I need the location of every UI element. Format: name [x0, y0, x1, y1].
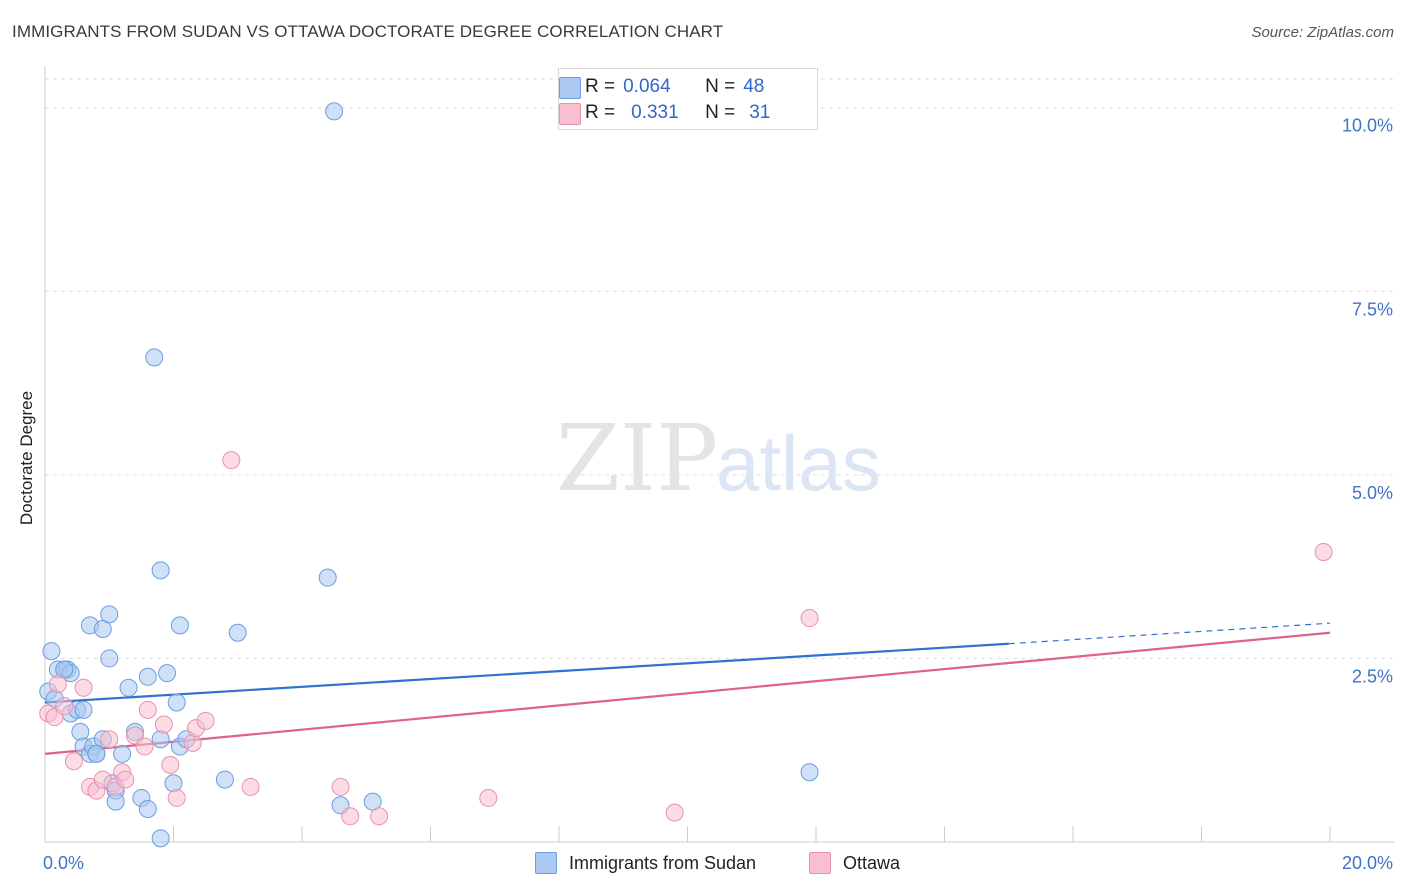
blue-data-point	[167, 693, 186, 712]
pink-data-point	[196, 711, 215, 730]
legend-n-label: N =	[705, 76, 736, 97]
blue-data-point	[158, 664, 177, 683]
axes	[44, 66, 1395, 843]
grid-lines	[45, 78, 1395, 659]
pink-data-point	[161, 755, 180, 774]
blue-data-point	[318, 568, 337, 587]
legend-row-blue: R = 0.064 N = 48	[559, 74, 765, 100]
blue-data-point	[151, 730, 170, 749]
blue-data-point	[119, 678, 138, 697]
pink-data-point	[167, 788, 186, 807]
legend-item-sudan: Immigrants from Sudan	[535, 852, 756, 874]
blue-data-point	[42, 642, 61, 661]
pink-data-point	[48, 675, 67, 694]
pink-data-point	[665, 803, 684, 822]
stats-legend: R = 0.064 N = 48 R = 0.331 N = 31	[558, 68, 818, 130]
blue-data-point	[228, 623, 247, 642]
legend-n-label: N =	[705, 102, 736, 123]
pink-data-point	[331, 777, 350, 796]
pink-data-point	[341, 807, 360, 826]
y-tick-label: 2.5%	[1352, 666, 1393, 686]
legend-label-sudan: Immigrants from Sudan	[569, 852, 757, 873]
pink-data-point	[116, 770, 135, 789]
blue-data-point	[170, 616, 189, 635]
blue-data-point	[74, 700, 93, 719]
pink-data-point	[183, 733, 202, 752]
pink-data-point	[154, 715, 173, 734]
blue-data-point	[71, 722, 90, 741]
blue-data-point	[325, 102, 344, 121]
pink-data-point	[1314, 542, 1333, 561]
x-tick-label: 0.0%	[43, 853, 84, 873]
watermark-atlas: atlas	[716, 419, 881, 507]
blue-data-point	[87, 744, 106, 763]
pink-data-point	[241, 777, 260, 796]
blue-data-point	[151, 561, 170, 580]
pink-data-point	[74, 678, 93, 697]
watermark-zip: ZIP	[556, 405, 718, 512]
blue-data-point	[138, 799, 157, 818]
legend-n-value: 31	[749, 102, 771, 123]
legend-n-value: 48	[743, 76, 765, 97]
blue-data-point	[113, 744, 132, 763]
blue-data-point	[215, 770, 234, 789]
blue-trend-line	[44, 642, 1009, 704]
blue-data-point	[138, 667, 157, 686]
legend-swatch-pink	[559, 103, 581, 125]
legend-r-label: R =	[585, 102, 616, 123]
pink-data-point	[138, 700, 157, 719]
blue-data-point	[151, 829, 170, 848]
trend-lines	[44, 622, 1331, 755]
legend-label-ottawa: Ottawa	[843, 852, 901, 873]
pink-data-point	[64, 752, 83, 771]
pink-data-point	[135, 737, 154, 756]
legend-item-ottawa: Ottawa	[809, 852, 900, 874]
legend-swatch-pink	[809, 852, 831, 874]
pink-data-point	[800, 609, 819, 628]
blue-data-point	[100, 605, 119, 624]
tick-labels: 2.5% 5.0% 7.5% 10.0% 0.0% 20.0%	[43, 116, 1393, 873]
x-tick-label: 20.0%	[1342, 853, 1393, 873]
watermark: ZIP atlas	[556, 405, 881, 512]
y-tick-label: 10.0%	[1342, 116, 1393, 136]
pink-data-point	[370, 807, 389, 826]
blue-data-point	[145, 348, 164, 367]
pink-data-point	[55, 697, 74, 716]
series-legend: Immigrants from Sudan Ottawa	[0, 852, 1406, 880]
blue-data-point	[164, 774, 183, 793]
chart-title: IMMIGRANTS FROM SUDAN VS OTTAWA DOCTORAT…	[12, 22, 724, 41]
pink-trend-line	[44, 631, 1331, 755]
data-points	[39, 102, 1333, 848]
legend-swatch-blue	[535, 852, 557, 874]
pink-data-point	[100, 730, 119, 749]
pink-data-point	[222, 451, 241, 470]
blue-data-point	[800, 763, 819, 782]
blue-trend-extension	[1008, 622, 1331, 645]
y-tick-label: 5.0%	[1352, 483, 1393, 503]
legend-swatch-blue	[559, 77, 581, 99]
legend-row-pink: R = 0.331 N = 31	[559, 100, 771, 126]
blue-data-point	[100, 649, 119, 668]
legend-r-value: 0.064	[623, 76, 671, 97]
legend-r-label: R =	[585, 76, 616, 97]
source-label: Source: ZipAtlas.com	[1251, 24, 1394, 41]
legend-r-value: 0.331	[631, 102, 679, 123]
y-tick-label: 7.5%	[1352, 299, 1393, 319]
pink-data-point	[479, 788, 498, 807]
